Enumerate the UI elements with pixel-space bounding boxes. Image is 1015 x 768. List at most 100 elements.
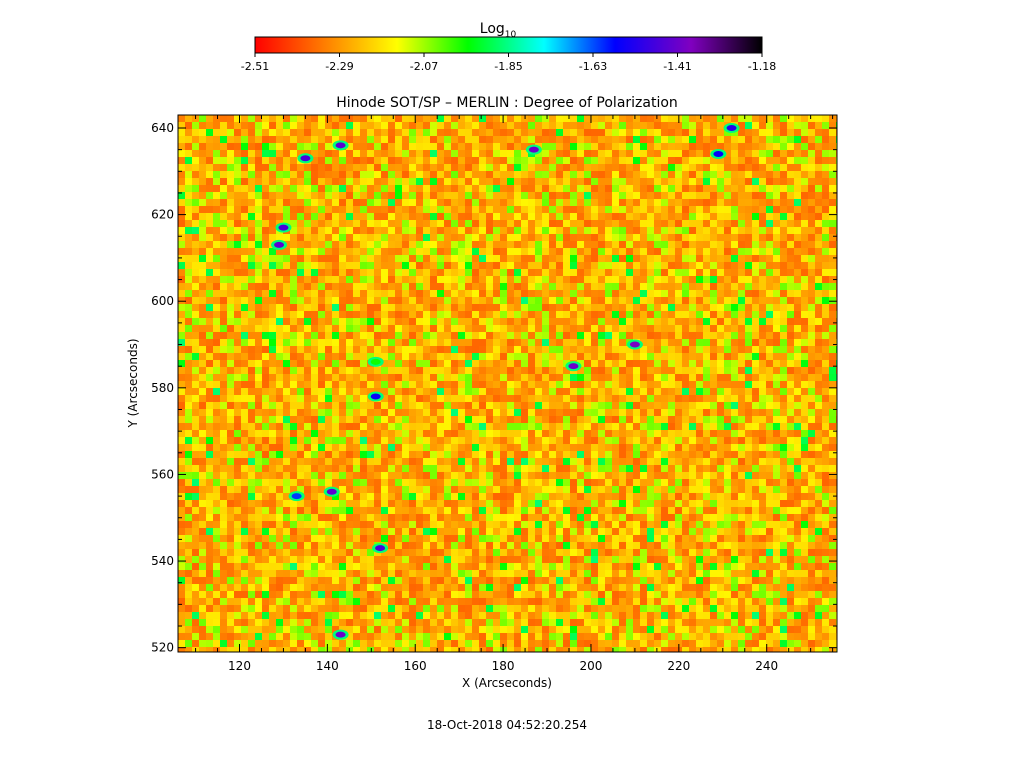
heatmap-cell [535, 276, 542, 283]
heatmap-cell [381, 402, 388, 409]
heatmap-cell [780, 423, 787, 430]
heatmap-cell [647, 332, 654, 339]
heatmap-cell [283, 381, 290, 388]
heatmap-cell [724, 409, 731, 416]
heatmap-cell [675, 353, 682, 360]
heatmap-cell [255, 430, 262, 437]
heatmap-cell [780, 297, 787, 304]
heatmap-cell [815, 458, 822, 465]
heatmap-cell [395, 353, 402, 360]
heatmap-cell [318, 367, 325, 374]
heatmap-cell [262, 276, 269, 283]
heatmap-cell [374, 311, 381, 318]
heatmap-cell [675, 318, 682, 325]
heatmap-cell [276, 332, 283, 339]
heatmap-cell [248, 297, 255, 304]
heatmap-cell [710, 388, 717, 395]
heatmap-cell [465, 458, 472, 465]
heatmap-cell [556, 213, 563, 220]
heatmap-cell [500, 171, 507, 178]
heatmap-cell [745, 423, 752, 430]
heatmap-cell [220, 311, 227, 318]
heatmap-cell [766, 262, 773, 269]
heatmap-cell [689, 374, 696, 381]
heatmap-cell [178, 262, 185, 269]
heatmap-cell [689, 171, 696, 178]
heatmap-cell [549, 199, 556, 206]
heatmap-cell [717, 199, 724, 206]
heatmap-cell [311, 444, 318, 451]
heatmap-cell [360, 220, 367, 227]
heatmap-cell [605, 381, 612, 388]
heatmap-cell [829, 346, 836, 353]
heatmap-cell [710, 395, 717, 402]
heatmap-cell [395, 171, 402, 178]
heatmap-cell [752, 255, 759, 262]
heatmap-cell [570, 395, 577, 402]
heatmap-cell [724, 451, 731, 458]
heatmap-cell [563, 157, 570, 164]
heatmap-cell [780, 451, 787, 458]
heatmap-cell [409, 262, 416, 269]
heatmap-cell [185, 269, 192, 276]
heatmap-cell [563, 318, 570, 325]
heatmap-cell [591, 185, 598, 192]
heatmap-cell [290, 388, 297, 395]
heatmap-cell [479, 318, 486, 325]
heatmap-cell [507, 388, 514, 395]
heatmap-cell [717, 472, 724, 479]
heatmap-cell [640, 458, 647, 465]
heatmap-cell [556, 465, 563, 472]
heatmap-cell [493, 255, 500, 262]
heatmap-cell [689, 297, 696, 304]
heatmap-cell [318, 416, 325, 423]
heatmap-cell [549, 220, 556, 227]
heatmap-cell [808, 304, 815, 311]
heatmap-cell [353, 136, 360, 143]
heatmap-cell [759, 269, 766, 276]
heatmap-cell [430, 290, 437, 297]
heatmap-cell [388, 136, 395, 143]
heatmap-cell [199, 171, 206, 178]
heatmap-cell [773, 332, 780, 339]
heatmap-cell [304, 213, 311, 220]
heatmap-cell [444, 164, 451, 171]
heatmap-cell [507, 220, 514, 227]
heatmap-cell [570, 465, 577, 472]
heatmap-cell [612, 220, 619, 227]
heatmap-cell [521, 311, 528, 318]
heatmap-cell [416, 409, 423, 416]
heatmap-cell [808, 185, 815, 192]
heatmap-cell [185, 192, 192, 199]
heatmap-cell [486, 185, 493, 192]
heatmap-cell [255, 465, 262, 472]
heatmap-cell [815, 136, 822, 143]
heatmap-cell [654, 150, 661, 157]
heatmap-cell [647, 164, 654, 171]
heatmap-cell [444, 311, 451, 318]
heatmap-cell [234, 416, 241, 423]
heatmap-cell [829, 304, 836, 311]
heatmap-cell [514, 437, 521, 444]
heatmap-cell [360, 269, 367, 276]
heatmap-cell [563, 276, 570, 283]
heatmap-cell [780, 444, 787, 451]
heatmap-cell [745, 248, 752, 255]
heatmap-cell [297, 269, 304, 276]
heatmap-cell [773, 437, 780, 444]
heatmap-cell [815, 255, 822, 262]
heatmap-cell [654, 213, 661, 220]
heatmap-cell [304, 458, 311, 465]
heatmap-cell [346, 479, 353, 486]
heatmap-cell [745, 227, 752, 234]
heatmap-cell [206, 234, 213, 241]
heatmap-cell [283, 171, 290, 178]
heatmap-cell [325, 297, 332, 304]
heatmap-cell [605, 395, 612, 402]
heatmap-cell [423, 122, 430, 129]
heatmap-cell [248, 437, 255, 444]
heatmap-cell [766, 332, 773, 339]
heatmap-cell [416, 339, 423, 346]
heatmap-cell [360, 241, 367, 248]
